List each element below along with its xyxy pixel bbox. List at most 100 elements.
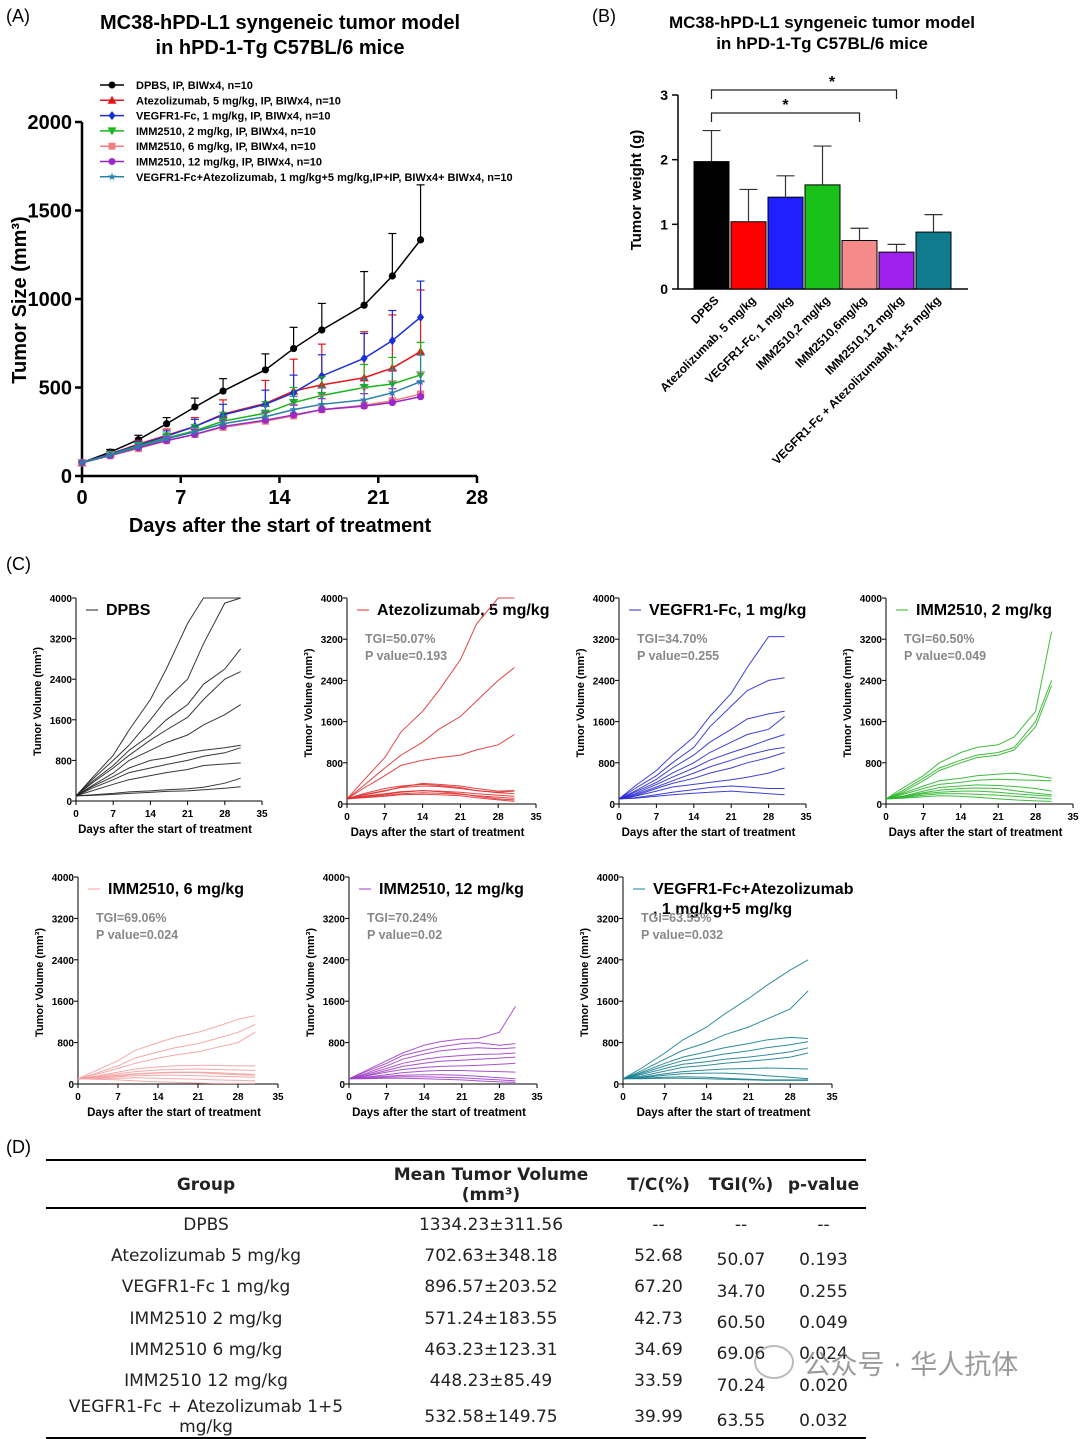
chart-c-legend-label: IMM2510, 6 mg/kg [108, 881, 244, 898]
chart-c-x-tick-label: 28 [785, 1092, 797, 1103]
table-row: DPBS 1334.23±311.56 -- -- -- [46, 1208, 866, 1240]
chart-c-animal-curve [75, 777, 241, 797]
chart-c-animal-curve [885, 772, 1052, 800]
chart-c-x-tick-label: 35 [826, 1092, 838, 1103]
chart-c-x-tick-label: 21 [182, 809, 194, 820]
chart-b-y-tick-label: 3 [660, 87, 668, 103]
chart-a-data-point [219, 387, 227, 395]
chart-c-y-label: Tumor Volume (mm³) [303, 648, 315, 757]
chart-c-x-tick-label: 28 [763, 812, 775, 823]
chart-c-y-tick-label: 2400 [52, 956, 75, 967]
chart-a-data-point [318, 326, 326, 334]
chart-c-p-value-label: P value=0.024 [96, 928, 178, 942]
chart-c-y-tick-label: 1600 [860, 718, 883, 729]
chart-c-animal-curve [75, 597, 241, 797]
chart-c-y-tick-label: 3200 [593, 635, 616, 646]
chart-c-x-label: Days after the start of treatment [637, 1107, 811, 1119]
chart-b-bar [730, 221, 767, 290]
chart-c-animal-curve [885, 631, 1053, 800]
chart-c-animal-curve [618, 752, 785, 800]
chart-b-y-tick-label: 2 [660, 152, 668, 168]
chart-c-animal-curve [622, 990, 809, 1080]
chart-c-y-label: Tumor Volume (mm³) [305, 928, 317, 1037]
chart-c-animal-curve [618, 734, 785, 800]
chart-c-x-tick-label: 14 [145, 809, 157, 820]
chart-c-animal-curve [77, 1015, 256, 1080]
chart-c-animal-curve [622, 959, 809, 1080]
chart-c-animal-curve [77, 1068, 256, 1080]
panel-label-d: (D) [6, 1137, 31, 1157]
chart-c-y-label: Tumor Volume (mm³) [842, 648, 854, 757]
chart-c-y-tick-label: 0 [68, 1080, 74, 1091]
chart-c-animal-curve [885, 784, 1052, 800]
chart-a-series-line [81, 380, 421, 464]
chart-a-y-tick-label: 1500 [28, 201, 73, 223]
chart-c-animal-curve [346, 734, 515, 800]
chart-c-y-tick-label: 4000 [50, 594, 73, 605]
chart-a-data-point [162, 434, 171, 443]
cell-mean: 702.63±348.18 [424, 1245, 558, 1266]
chart-c-y-tick-label: 4000 [860, 594, 883, 605]
chart-c-x-label: Days after the start of treatment [87, 1107, 261, 1119]
chart-c-y-tick-label: 4000 [593, 594, 616, 605]
cell-group: IMM2510 12 mg/kg [124, 1371, 288, 1392]
chart-c-panel: 0 800 1600 2400 3200 4000 0 7 14 21 28 35 Days after… [32, 594, 268, 836]
chart-c-y-tick-label: 3200 [597, 914, 620, 925]
chart-a-series [78, 184, 425, 467]
chart-c-x-tick-label: 28 [232, 1092, 244, 1103]
table-row: IMM2510 2 mg/kg 571.24±183.55 42.73 60.5… [46, 1303, 866, 1334]
chart-c-x-tick-label: 21 [743, 1092, 755, 1103]
chart-c-tgi-label: TGI=60.50% [904, 632, 975, 646]
chart-c-x-tick-label: 7 [662, 1092, 668, 1103]
chart-b-y-label: Tumor weight (g) [628, 130, 645, 251]
chart-a-series [78, 381, 425, 467]
chart-a-data-point [416, 377, 425, 386]
chart-c-y-tick-label: 800 [865, 759, 882, 770]
chart-c-p-value-label: P value=0.049 [904, 649, 986, 663]
chart-a-legend-marker [107, 172, 117, 181]
chart-c-x-tick-label: 14 [152, 1092, 164, 1103]
chart-c-animal-curve [346, 597, 515, 800]
chart-a-data-point [77, 458, 87, 467]
chart-a-y-label: Tumor Size (mm³) [9, 216, 31, 383]
cell-p: -- [817, 1214, 830, 1235]
chart-b-title: MC38-hPD-L1 syngeneic tumor model [669, 13, 975, 32]
table-row: VEGFR1-Fc + Atezolizumab 1+5 mg/kg 532.5… [46, 1396, 866, 1439]
chart-a-legend-marker [108, 142, 116, 150]
chart-c-animal-curve [348, 1070, 516, 1080]
chart-c-y-label: Tumor Volume (mm³) [575, 648, 587, 757]
chart-c-x-label: Days after the start of treatment [889, 827, 1063, 839]
chart-c-y-tick-label: 800 [328, 1039, 345, 1050]
chart-a-data-point [289, 405, 298, 414]
cell-p: 0.032 [781, 1396, 866, 1439]
chart-c-y-tick-label: 4000 [52, 873, 75, 884]
chart-c-legend-label: IMM2510, 12 mg/kg [379, 881, 524, 898]
results-table: Group Mean Tumor Volume (mm³) T/C(%) TGI… [46, 1159, 866, 1439]
table-row: IMM2510 12 mg/kg 448.23±85.49 33.59 70.2… [46, 1365, 866, 1396]
chart-a-data-point [388, 335, 396, 346]
chart-c-animal-curve [75, 762, 241, 797]
chart-c-panel: 0 800 1600 2400 3200 4000 0 7 14 21 28 35 Days after… [305, 873, 543, 1119]
chart-c-animal-curve [885, 787, 1052, 800]
chart-a-legend-label: IMM2510, 12 mg/kg, IP, BIWx4, n=10 [136, 157, 322, 169]
chart-a-data-point [360, 353, 368, 363]
chart-a-title: MC38-hPD-L1 syngeneic tumor model [100, 12, 460, 34]
chart-a-x-tick-label: 7 [175, 487, 186, 509]
chart-a-y-tick-label: 500 [39, 378, 72, 400]
header-group: Group [46, 1159, 366, 1209]
chart-a-data-point [190, 427, 200, 436]
chart-c-animal-curve [348, 1006, 516, 1080]
cell-group: IMM2510 6 mg/kg [129, 1339, 283, 1360]
chart-a-data-point [360, 301, 368, 309]
chart-a-data-point [290, 344, 298, 353]
chart-c-x-tick-label: 0 [616, 812, 622, 823]
chart-c-x-tick-label: 0 [75, 1092, 81, 1103]
cell-tc: 52.68 [634, 1245, 683, 1266]
chart-c-x-label: Days after the start of treatment [622, 827, 796, 839]
chart-a-data-point [105, 450, 115, 459]
chart-c-animal-curve [618, 785, 785, 800]
chart-c-y-tick-label: 800 [598, 759, 615, 770]
cell-p: 0.193 [799, 1250, 848, 1271]
chart-c-animal-curve [618, 636, 785, 800]
chart-c-x-tick-label: 35 [800, 812, 812, 823]
